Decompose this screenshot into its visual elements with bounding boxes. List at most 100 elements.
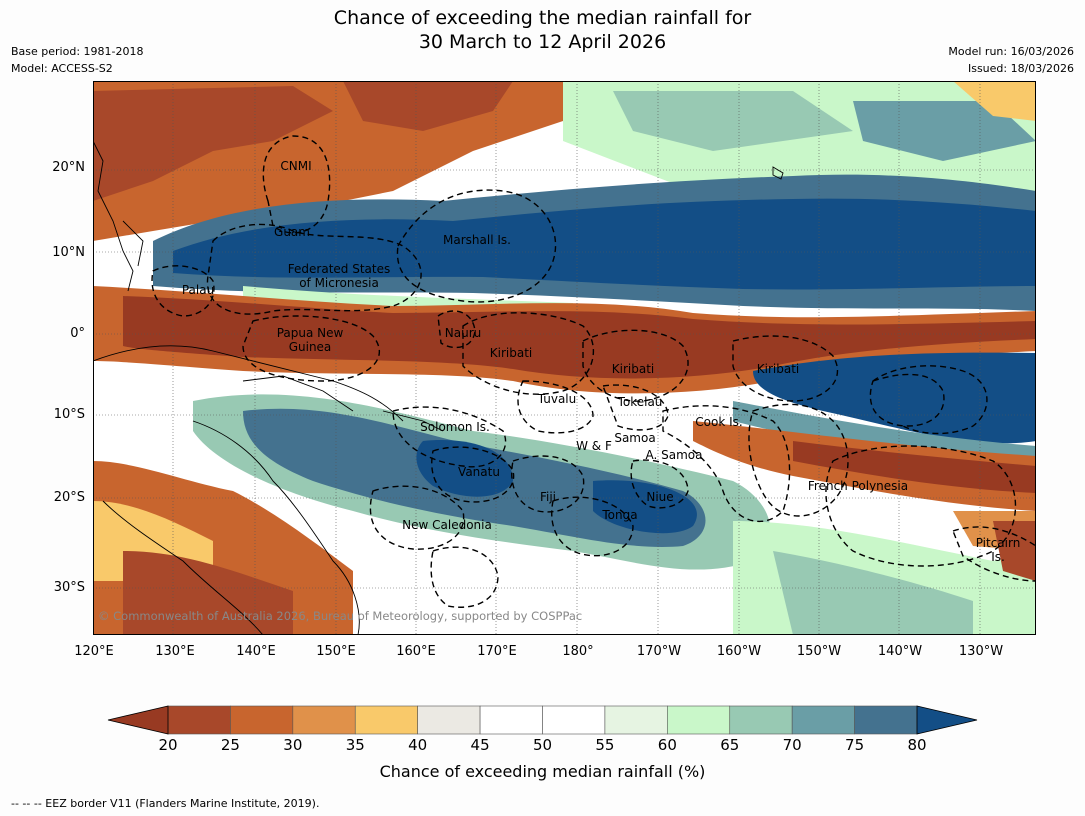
lon-label-170e: 170°E <box>477 644 517 659</box>
model-info: Base period: 1981-2018 Model: ACCESS-S2 <box>11 43 143 77</box>
colorbar-tick-label: 80 <box>907 736 927 754</box>
colorbar-cell <box>542 705 606 735</box>
colorbar-tick-label: 55 <box>595 736 615 754</box>
region-label-cook-islands: Cook Is. <box>695 415 743 429</box>
lon-label-150w: 150°W <box>796 644 842 659</box>
dry-patch-north <box>343 81 513 131</box>
title-line-1: Chance of exceeding the median rainfall … <box>333 7 752 29</box>
region-label-marshall-islands: Marshall Is. <box>443 233 511 247</box>
wet-core-tonga <box>593 480 697 534</box>
region-label-png-line-1: Papua New <box>276 326 344 340</box>
region-label-micronesia-line-1: Federated States <box>287 262 391 276</box>
colorbar-cell <box>729 705 793 735</box>
moist-patch-south-central <box>773 551 973 635</box>
wet-patch-north-east-2 <box>853 101 1036 161</box>
region-label-nauru: Nauru <box>444 326 482 340</box>
colorbar-tick-label: 20 <box>158 736 178 754</box>
region-label-pitcairn-line-1: Pitcairn <box>975 536 1021 550</box>
colorbar-label: Chance of exceeding median rainfall (%) <box>379 762 706 781</box>
colorbar-cell <box>791 705 855 735</box>
colorbar-cell <box>479 705 543 735</box>
wet-core-vanuatu <box>416 440 513 497</box>
graticule <box>93 81 1036 635</box>
run-info: Model run: 16/03/2026 Issued: 18/03/2026 <box>948 43 1074 77</box>
lat-label-20n: 20°N <box>52 160 85 175</box>
lon-label-130e: 130°E <box>155 644 195 659</box>
colorbar-tick-label: 75 <box>845 736 865 754</box>
eez-footnote: -- -- -- EEZ border V11 (Flanders Marine… <box>11 797 320 810</box>
region-label-papua-new-guinea: Papua New Guinea <box>277 326 344 354</box>
base-period: Base period: 1981-2018 <box>11 45 144 58</box>
region-label-vanuatu: Vanatu <box>458 465 500 479</box>
map-frame <box>93 81 1036 635</box>
region-label-micronesia-line-2: of Micronesia <box>299 276 379 290</box>
colorbar-under-arrow <box>107 705 169 735</box>
region-label-tokelau: Tokelau <box>617 395 663 409</box>
model-name: Model: ACCESS-S2 <box>11 62 113 75</box>
dry-patch-australia-core <box>123 551 293 635</box>
colorbar-cell <box>854 705 918 735</box>
region-label-new-caledonia: New Caledonia <box>402 518 492 532</box>
lat-label-20s: 20°S <box>53 490 85 505</box>
colorbar-tick-label: 50 <box>532 736 553 754</box>
map-title: Chance of exceeding the median rainfall … <box>0 6 1085 54</box>
colorbar-tick-label: 45 <box>470 736 490 754</box>
region-label-american-samoa: A. Samoa <box>645 448 703 462</box>
copyright-notice: © Commonwealth of Australia 2026, Bureau… <box>98 609 583 623</box>
colorbar-cell <box>230 705 294 735</box>
colorbar-tick-label: 30 <box>283 736 303 754</box>
lon-label-170w: 170°W <box>636 644 682 659</box>
colorbar-tick-label: 40 <box>408 736 428 754</box>
region-label-kiribati-east: Kiribati <box>756 362 800 376</box>
colorbar-cell <box>604 705 668 735</box>
rainfall-map <box>93 81 1036 635</box>
issued-date: Issued: 18/03/2026 <box>967 62 1074 75</box>
lon-label-120e: 120°E <box>74 644 114 659</box>
dry-band-south-east-core <box>793 441 1036 493</box>
lat-label-10n: 10°N <box>52 245 85 260</box>
region-label-pitcairn: Pitcairn Is. <box>976 536 1021 564</box>
region-label-guam: Guam <box>274 225 310 239</box>
lon-label-140e: 140°E <box>236 644 276 659</box>
lon-label-150e: 150°E <box>316 644 356 659</box>
dry-band-equator-core <box>123 296 1036 379</box>
colorbar-tick-label: 60 <box>657 736 677 754</box>
coastlines <box>93 140 784 635</box>
colorbar-cell <box>417 705 481 735</box>
region-label-micronesia: Federated States of Micronesia <box>288 262 390 290</box>
lat-label-30s: 30°S <box>53 580 85 595</box>
lat-label-10s: 10°S <box>53 407 85 422</box>
region-label-kiribati-central: Kiribati <box>611 362 655 376</box>
region-label-png-line-2: Guinea <box>288 340 332 354</box>
colorbar-over-arrow <box>916 705 978 735</box>
region-label-tonga: Tonga <box>602 508 638 522</box>
region-label-fiji: Fiji <box>539 490 557 504</box>
colorbar-cell <box>354 705 418 735</box>
lon-label-160w: 160°W <box>716 644 762 659</box>
region-label-french-polynesia: French Polynesia <box>807 479 909 493</box>
colorbar-cells <box>167 705 918 735</box>
region-label-niue: Niue <box>646 490 674 504</box>
wet-band-north-core <box>173 198 1036 290</box>
region-label-kiribati-west: Kiribati <box>489 346 533 360</box>
lon-label-180: 180° <box>562 644 594 659</box>
lon-label-130w: 130°W <box>958 644 1004 659</box>
dry-patch-north-east <box>953 81 1036 121</box>
region-label-tuvalu: Tuvalu <box>537 392 577 406</box>
region-label-samoa: Samoa <box>614 431 656 445</box>
colorbar-cell <box>667 705 731 735</box>
lat-label-0: 0° <box>70 326 85 341</box>
colorbar-tick-label: 65 <box>720 736 740 754</box>
dry-patch-pitcairn <box>993 521 1036 581</box>
colorbar-cell <box>167 705 231 735</box>
colorbar-tick-label: 35 <box>345 736 365 754</box>
wet-zone-east-equatorial <box>753 352 1036 444</box>
lon-label-140w: 140°W <box>877 644 923 659</box>
lon-label-160e: 160°E <box>396 644 436 659</box>
wet-patch-north-east <box>613 91 853 151</box>
eez-borders <box>151 135 1036 608</box>
dry-core-north-west <box>93 86 333 201</box>
region-label-solomon-islands: Solomon Is. <box>420 420 490 434</box>
colorbar-cell <box>292 705 356 735</box>
colorbar-tick-label: 70 <box>782 736 802 754</box>
